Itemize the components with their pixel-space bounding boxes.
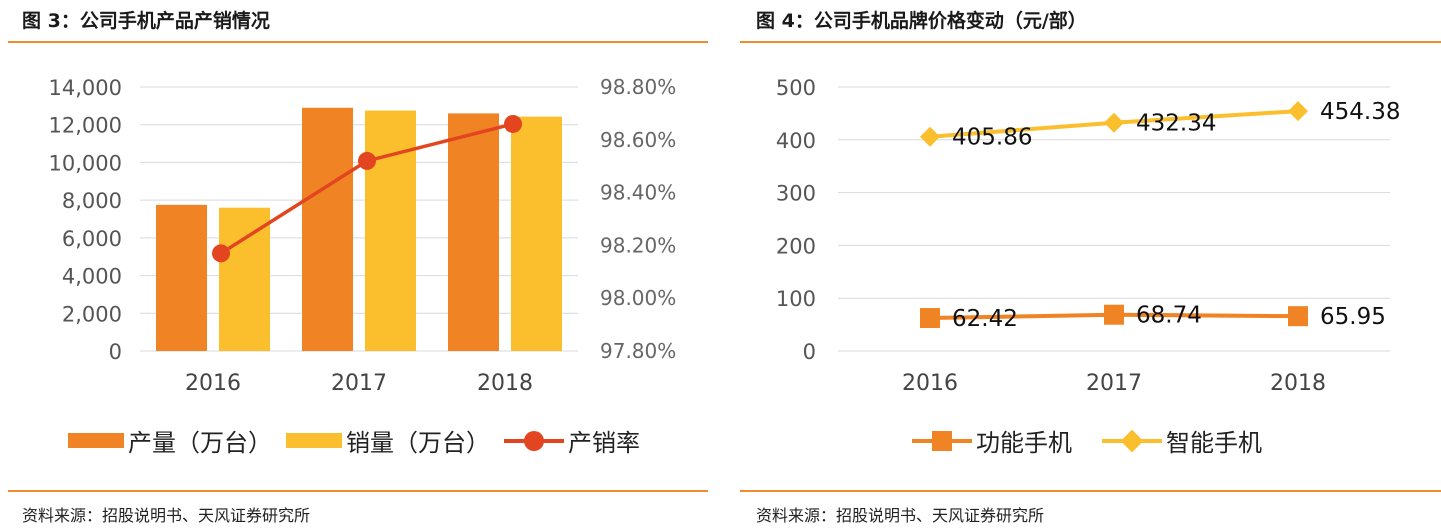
legend-item-production: 产量（万台） — [68, 423, 272, 458]
production-sales-panel: 图 3：公司手机产品产销情况 0 2,000 4,000 6,000 8,000 10,0… — [0, 0, 708, 531]
chart-legend: 功能手机 智能手机 — [912, 423, 1276, 458]
data-label: 405.86 — [952, 125, 1032, 151]
y2-tick-label: 98.80% — [600, 75, 676, 99]
y2-tick-label: 98.20% — [600, 233, 676, 257]
x-tick-label: 2017 — [1086, 371, 1142, 396]
x-tick-label: 2018 — [1270, 371, 1326, 396]
legend-label-feature: 功能手机 — [976, 429, 1072, 457]
y-tick-label: 14,000 — [49, 76, 122, 100]
y2-tick-label: 98.40% — [600, 181, 676, 205]
production-sales-chart: 0 2,000 4,000 6,000 8,000 10,000 12,000 14,000 9… — [49, 75, 677, 396]
legend-item-rate: 产销率 — [504, 423, 640, 458]
x-tick-label: 2016 — [185, 371, 241, 396]
title-divider — [740, 41, 1441, 43]
rate-point — [358, 151, 376, 170]
bar-sales — [511, 116, 562, 351]
y-tick-label: 8,000 — [62, 189, 122, 213]
x-tick-label: 2016 — [902, 371, 958, 396]
feature-line-key — [912, 430, 972, 451]
y-tick-label: 6,000 — [62, 227, 122, 251]
smart-point — [920, 126, 940, 147]
bar-sales — [365, 110, 416, 351]
y-tick-label: 200 — [776, 234, 816, 258]
legend-item-feature: 功能手机 — [912, 423, 1072, 458]
title-divider — [8, 41, 708, 43]
y-tick-label: 10,000 — [49, 151, 122, 175]
y-tick-label: 300 — [776, 182, 816, 206]
y-tick-label: 0 — [109, 340, 122, 364]
sales-swatch — [286, 433, 342, 448]
y-tick-label: 500 — [776, 76, 816, 100]
x-tick-label: 2017 — [331, 371, 387, 396]
rate-line-key — [504, 430, 564, 451]
y-tick-label: 4,000 — [62, 265, 122, 289]
source-note: 资料来源：招股说明书、天风证券研究所 — [22, 506, 311, 525]
feature-point — [920, 308, 940, 329]
smart-point — [1104, 112, 1124, 133]
y-tick-label: 2,000 — [62, 302, 122, 326]
production-swatch — [68, 433, 124, 448]
rate-point — [212, 244, 230, 263]
y2-tick-label: 98.00% — [600, 286, 676, 310]
feature-point — [1104, 304, 1124, 325]
y2-tick-label: 97.80% — [600, 339, 676, 363]
smart-point — [1288, 101, 1308, 122]
y-tick-label: 400 — [776, 129, 816, 153]
x-tick-label: 2018 — [477, 371, 533, 396]
price-trend-panel: 图 4：公司手机品牌价格变动（元/部） 0 100 200 300 400 500 2016… — [740, 0, 1441, 531]
legend-label-production: 产量（万台） — [128, 429, 272, 457]
bar-sales — [219, 207, 270, 351]
legend-label-smart: 智能手机 — [1166, 429, 1262, 457]
legend-item-sales: 销量（万台） — [286, 423, 490, 458]
bar-production — [448, 113, 499, 352]
footer-divider — [740, 490, 1441, 492]
y2-tick-label: 98.60% — [600, 128, 676, 152]
data-label: 65.95 — [1320, 304, 1386, 330]
data-label: 454.38 — [1320, 99, 1400, 125]
feature-point — [1288, 306, 1308, 327]
chart-legend: 产量（万台） 销量（万台） 产销率 — [68, 423, 654, 458]
legend-label-sales: 销量（万台） — [346, 429, 490, 457]
y-tick-label: 100 — [776, 287, 816, 311]
footer-divider — [8, 490, 708, 492]
bar-production — [156, 204, 207, 351]
bar-production — [302, 107, 353, 351]
rate-point — [504, 114, 522, 133]
price-trend-chart: 0 100 200 300 400 500 2016 2017 2018 62.42 68.74 65… — [776, 76, 1401, 396]
data-label: 432.34 — [1136, 111, 1216, 137]
chart-title: 图 3：公司手机产品产销情况 — [22, 10, 270, 32]
data-label: 62.42 — [952, 306, 1018, 332]
legend-item-smart: 智能手机 — [1102, 423, 1262, 458]
legend-label-rate: 产销率 — [568, 429, 640, 457]
chart-title: 图 4：公司手机品牌价格变动（元/部） — [756, 10, 1087, 32]
source-note: 资料来源：招股说明书、天风证券研究所 — [756, 506, 1045, 525]
smart-line-key — [1102, 429, 1162, 452]
data-label: 68.74 — [1136, 303, 1202, 329]
y-tick-label: 0 — [803, 340, 816, 364]
y-tick-label: 12,000 — [49, 114, 122, 138]
